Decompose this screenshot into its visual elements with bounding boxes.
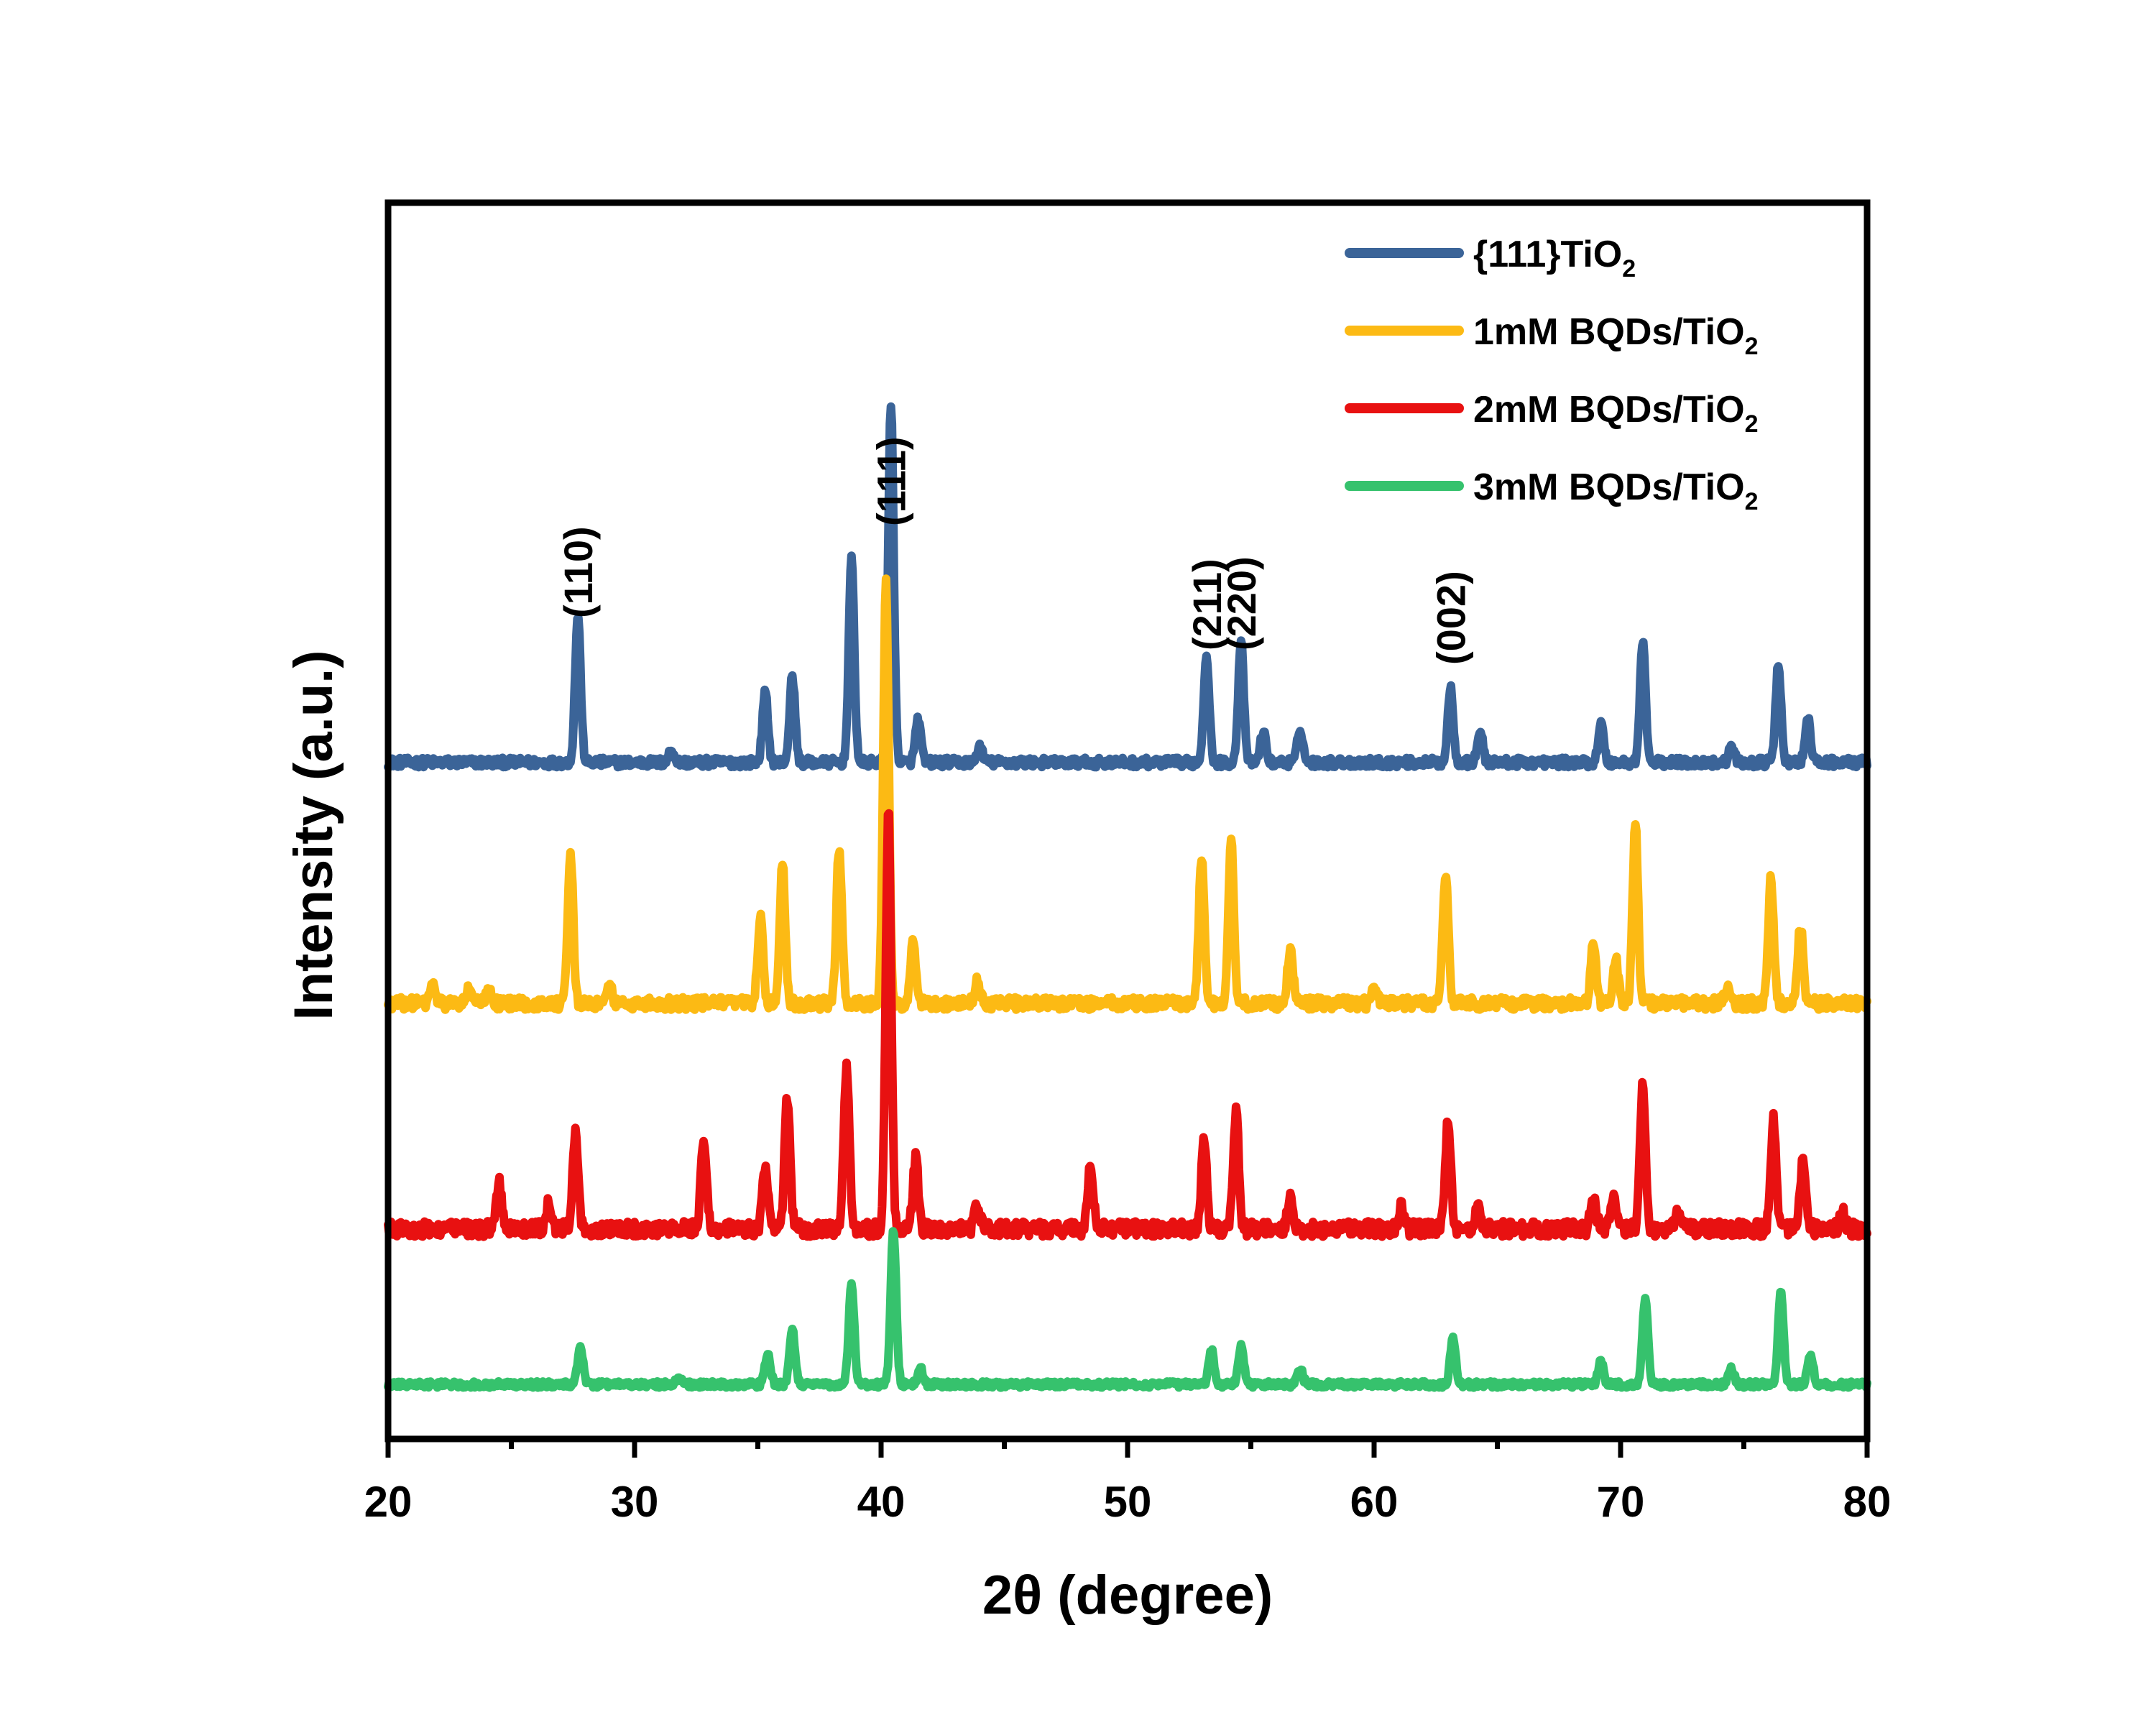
- legend-entry: 3mM BQDs/TiO2: [1345, 466, 1758, 515]
- peak-label: (211): [1184, 558, 1230, 650]
- peak-annotations: (110) (111) (211)(220) (002): [556, 436, 1473, 665]
- legend-label: {111}TiO2: [1473, 234, 1636, 282]
- legend-label-subscript: 2: [1622, 255, 1636, 282]
- x-tick-label: 50: [1104, 1478, 1152, 1526]
- x-tick-label: 60: [1350, 1478, 1399, 1526]
- y-axis-title: Intensity (a.u.): [283, 650, 344, 1020]
- peak-label: (220): [1219, 556, 1264, 650]
- x-axis: 20 30 40 50 60 70 80: [364, 1439, 1892, 1526]
- x-axis-title: 2θ (degree): [982, 1565, 1273, 1626]
- legend-label-main: 1mM BQDs/TiO: [1473, 311, 1745, 353]
- series-line-2: [384, 574, 1871, 1014]
- x-tick-label: 40: [857, 1478, 906, 1526]
- x-tick-label: 80: [1843, 1478, 1892, 1526]
- series-layer: [384, 402, 1871, 1392]
- peak-label: (110): [556, 526, 601, 618]
- series-line-1: [384, 402, 1871, 772]
- x-tick-label: 20: [364, 1478, 413, 1526]
- x-tick-label: 70: [1597, 1478, 1645, 1526]
- series-line-3: [384, 809, 1871, 1241]
- legend-label: 1mM BQDs/TiO2: [1473, 311, 1758, 360]
- legend-label-subscript: 2: [1745, 410, 1759, 438]
- series-line-4: [384, 1227, 1871, 1392]
- legend-label: 3mM BQDs/TiO2: [1473, 466, 1758, 515]
- peak-label: (002): [1428, 571, 1473, 665]
- legend-label-subscript: 2: [1745, 333, 1759, 360]
- legend-entry: 1mM BQDs/TiO2: [1345, 311, 1758, 360]
- legend-label-main: 2mM BQDs/TiO: [1473, 389, 1745, 431]
- legend-entry: 2mM BQDs/TiO2: [1345, 389, 1758, 438]
- x-tick-label: 30: [611, 1478, 659, 1526]
- legend-label-main: {111}TiO: [1473, 234, 1622, 275]
- legend-label: 2mM BQDs/TiO2: [1473, 389, 1758, 438]
- legend-entry: {111}TiO2: [1345, 234, 1636, 282]
- peak-label: (111): [869, 436, 914, 526]
- legend-label-subscript: 2: [1745, 488, 1759, 515]
- legend-label-main: 3mM BQDs/TiO: [1473, 466, 1745, 508]
